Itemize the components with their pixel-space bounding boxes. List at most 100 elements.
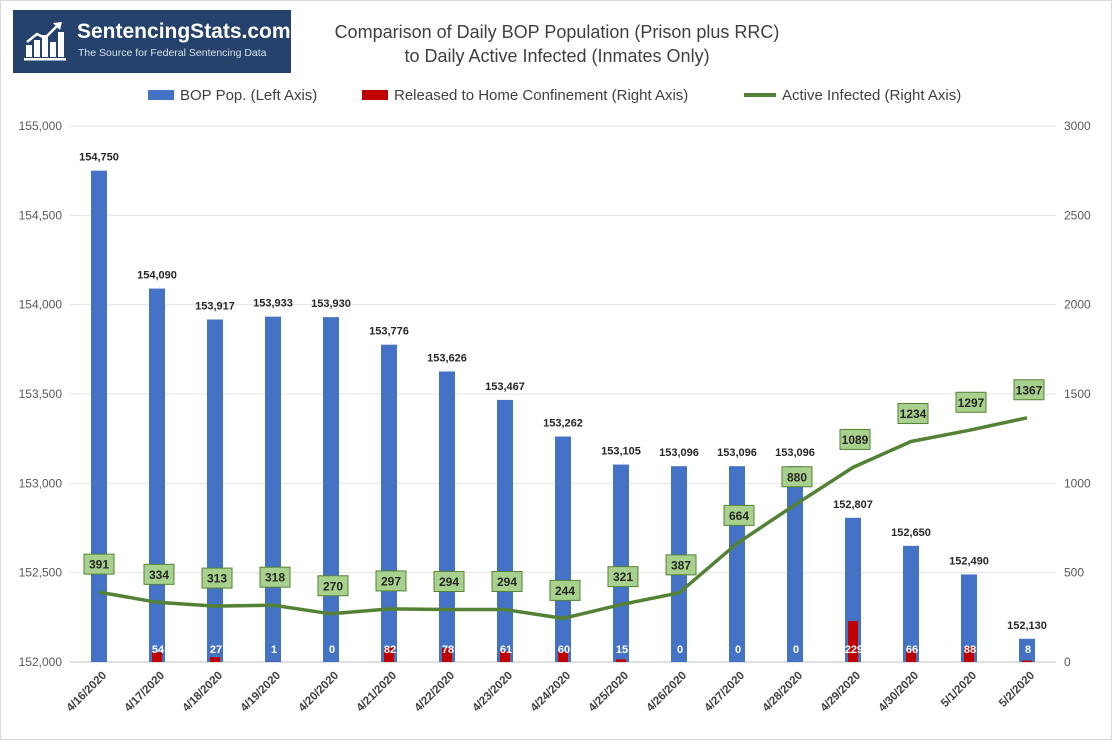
left-axis-tick-label: 152,000 [19,655,63,669]
legend-label-active-infected: Active Infected (Right Axis) [782,86,962,104]
released-data-label: 0 [677,644,683,656]
released-data-label: 66 [906,644,918,656]
bop-pop-data-label: 153,096 [659,447,699,459]
bop-pop-data-label: 153,096 [717,447,757,459]
active-infected-line [98,416,1028,621]
active-infected-label-box [839,428,871,450]
x-axis-tick-label: 4/18/2020 [180,670,225,715]
x-axis-tick-label: 4/24/2020 [528,670,573,715]
bop-pop-data-label: 154,090 [137,270,177,282]
released-bar [558,651,568,662]
bop-pop-data-label: 152,490 [949,555,989,567]
released-data-label: 0 [329,644,335,656]
legend-item-released: Released to Home Confinement (Right Axis… [362,84,688,106]
active-infected-label-box [375,570,407,592]
active-infected-data-label: 387 [671,558,691,572]
bop-pop-bar [613,464,629,662]
released-bar [848,621,858,662]
x-axis-tick-label: 4/27/2020 [702,670,747,715]
released-data-label: 27 [210,644,222,656]
released-bar [964,646,974,662]
legend-label-bop-pop: BOP Pop. (Left Axis) [180,86,318,104]
released-data-label: 82 [384,644,396,656]
released-bar [152,652,162,662]
bar-chart-logo-icon [24,22,66,61]
right-axis-tick-label: 1500 [1064,387,1091,401]
left-axis-tick-label: 154,500 [19,208,63,222]
bop-pop-bar [787,466,803,662]
bop-pop-bar [961,574,977,662]
bop-pop-bar [729,466,745,662]
x-axis-tick-label: 4/26/2020 [644,670,689,715]
x-axis-tick-label: 5/1/2020 [939,670,979,710]
left-axis-tick-label: 154,000 [19,298,63,312]
active-infected-data-label: 321 [613,570,633,584]
bop-pop-bar [207,319,223,662]
active-infected-data-label: 313 [207,572,227,586]
bop-pop-data-label: 153,930 [311,298,351,310]
active-infected-label-box [897,403,929,425]
active-infected-data-label: 270 [323,579,343,593]
active-infected-label-box [723,504,755,526]
active-infected-data-label: 1297 [958,396,985,410]
chart-title-line-1: Comparison of Daily BOP Population (Pris… [334,22,780,42]
released-data-label: 61 [500,644,512,656]
active-infected-label-box [201,567,233,589]
x-axis-tick-label: 4/16/2020 [64,670,109,715]
x-axis-tick-label: 4/17/2020 [122,670,167,715]
bop-pop-data-label: 153,776 [369,326,409,338]
released-bar [906,650,916,662]
active-infected-data-label: 1089 [842,433,869,447]
legend-item-bop-pop: BOP Pop. (Left Axis) [148,84,317,106]
left-axis-tick-label: 155,000 [19,119,63,133]
released-bar [384,647,394,662]
released-data-label: 78 [442,644,454,656]
legend-swatch-bop-pop [148,90,174,100]
legend-swatch-active-infected [744,93,776,97]
released-data-label: 0 [793,644,799,656]
bop-pop-data-label: 153,105 [601,446,641,458]
active-infected-data-label: 297 [381,574,401,588]
bop-pop-bar [323,317,339,662]
bop-pop-data-label: 152,650 [891,527,931,539]
bop-pop-data-label: 152,130 [1007,620,1047,632]
right-axis-tick-label: 500 [1064,566,1084,580]
x-axis-tick-label: 4/23/2020 [470,670,515,715]
bop-pop-bar [265,316,281,662]
active-infected-data-label: 318 [265,571,285,585]
x-axis-tick-label: 4/20/2020 [296,670,341,715]
released-bar [616,659,626,662]
right-axis-tick-label: 1000 [1064,476,1091,490]
released-bar [1022,660,1032,662]
bop-pop-bar [381,344,397,662]
bop-pop-bar [1019,638,1035,662]
active-infected-data-label: 880 [787,470,807,484]
bop-pop-data-label: 153,626 [427,352,467,364]
released-data-label: 88 [964,644,976,656]
legend-swatch-released [362,90,388,100]
x-axis-tick-label: 4/21/2020 [354,670,399,715]
active-infected-data-label: 1367 [1016,383,1043,397]
bop-pop-data-label: 153,933 [253,298,293,310]
x-axis-tick-label: 4/30/2020 [876,670,921,715]
bop-pop-data-label: 153,096 [775,447,815,459]
active-infected-data-label: 294 [439,575,459,589]
released-data-label: 54 [152,644,165,656]
chart-title: Comparison of Daily BOP Population (Pris… [300,20,814,68]
active-infected-label-box [781,466,813,488]
active-infected-label-box [83,553,115,575]
right-axis-tick-label: 2000 [1064,298,1091,312]
released-data-label: 0 [735,644,741,656]
active-infected-data-label: 1234 [900,407,927,421]
x-axis-tick-label: 4/22/2020 [412,670,457,715]
legend-label-released: Released to Home Confinement (Right Axis… [394,86,689,104]
bop-pop-bar [555,436,571,662]
bop-pop-data-label: 153,917 [195,300,235,312]
bop-pop-bar [903,545,919,662]
bop-pop-data-label: 153,262 [543,418,583,430]
active-infected-label-box [665,554,697,576]
active-infected-label-box [1013,379,1045,401]
bop-pop-data-label: 153,467 [485,381,525,393]
released-data-label: 8 [1025,644,1031,656]
right-axis-tick-label: 2500 [1064,208,1091,222]
